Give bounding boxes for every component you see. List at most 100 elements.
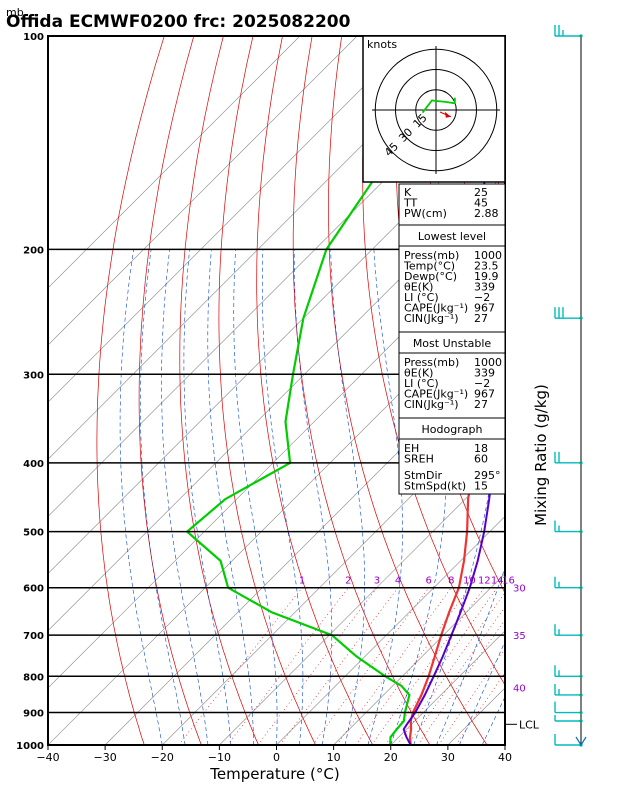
index-label: TT — [403, 197, 418, 210]
most-unstable-row-value: 967 — [474, 388, 495, 401]
dry-adiabat-line — [138, 36, 202, 745]
wind-level-dot — [579, 461, 583, 465]
moist-adiabat-line — [207, 249, 254, 745]
wind-level-dot — [579, 529, 583, 534]
pressure-tick-label: 700 — [23, 631, 44, 642]
wind-barbs — [554, 25, 587, 747]
x-tick-label: 30 — [441, 751, 455, 764]
lowest-level-row-label: Temp(°C) — [403, 260, 455, 273]
surface-wind-marker — [575, 736, 587, 747]
dry-adiabat-line — [549, 36, 618, 745]
isotherm-line — [48, 173, 505, 632]
wind-level-dot — [579, 710, 583, 715]
hodograph-stats-box — [398, 417, 506, 495]
mixing-ratio-line — [371, 587, 485, 745]
pressure-unit-label: mb — [6, 6, 24, 19]
most-unstable-row-value: −2 — [474, 377, 490, 390]
wind-level-dot — [579, 674, 583, 678]
most-unstable-title: Most Unstable — [413, 337, 492, 350]
x-tick-label: −30 — [94, 751, 117, 764]
wind-level-dot — [579, 719, 583, 723]
index-value: 25 — [474, 186, 488, 199]
moist-adiabat-line — [293, 249, 333, 745]
lowest-level-title: Lowest level — [418, 230, 486, 243]
wind-barb — [554, 576, 583, 590]
most-unstable-row-label: LI (°C) — [404, 377, 439, 390]
moist-adiabat-line — [367, 249, 403, 745]
x-axis-label: Temperature (°C) — [209, 765, 339, 783]
wind-level-dot — [579, 586, 583, 590]
moist-adiabat-line — [504, 744, 505, 745]
most-unstable-row-value: 339 — [474, 367, 495, 380]
moist-adiabat-line — [330, 249, 365, 745]
wind-level-dot — [579, 693, 583, 697]
dry-adiabat-line — [256, 36, 374, 745]
mixing-ratio-line — [385, 587, 498, 745]
dry-adiabat-line — [179, 36, 259, 745]
isotherm-line — [162, 401, 505, 745]
lowest-level-row-value: 27 — [474, 312, 488, 325]
wind-barb — [554, 307, 583, 320]
wind-barb — [554, 701, 583, 715]
most-unstable-row-label: θE(K) — [404, 367, 433, 380]
dry-adiabat-line — [328, 36, 488, 745]
pressure-tick-label: 400 — [23, 459, 44, 470]
isotherm-line — [333, 573, 505, 745]
isotherm-line — [48, 36, 301, 289]
wind-level-dot — [579, 316, 583, 320]
mixing-ratio-label: 1 — [299, 576, 305, 587]
dry-adiabat-line — [489, 36, 505, 228]
hodograph-stat-value: 15 — [474, 480, 488, 493]
wind-barb — [554, 683, 583, 697]
mixing-ratio-axis-label: Mixing Ratio (g/kg) — [532, 384, 550, 526]
wind-barb — [554, 624, 583, 637]
moist-adiabat-line — [262, 249, 304, 745]
dry-adiabat-line — [96, 36, 165, 745]
pressure-tick-label: 300 — [23, 370, 44, 381]
lowest-level-box — [398, 224, 506, 333]
pressure-tick-label: 900 — [23, 709, 44, 720]
most-unstable-row-label: CAPE(Jkg⁻¹) — [404, 388, 468, 401]
hodograph-stats-title: Hodograph — [422, 423, 483, 436]
dry-adiabat-line — [608, 36, 618, 745]
dry-adiabat-line — [578, 36, 618, 745]
lowest-level-row-label: CIN(Jkg⁻¹) — [404, 312, 459, 325]
mixing-ratio-label: 14 — [491, 576, 504, 587]
theta-e-label: 35 — [513, 631, 526, 642]
hodograph-stat-value: 60 — [474, 453, 488, 466]
x-tick-label: 20 — [384, 751, 398, 764]
x-tick-label: 40 — [498, 751, 512, 764]
lowest-level-row-value: 1000 — [474, 249, 502, 262]
index-value: 45 — [474, 197, 488, 210]
mixing-ratio-line — [257, 587, 378, 745]
lcl-label: LCL — [519, 718, 540, 731]
isotherm-line — [48, 36, 415, 403]
index-label: PW(cm) — [404, 207, 447, 220]
wind-barb — [554, 25, 583, 38]
mixing-ratio-label: 10 — [463, 576, 476, 587]
hodograph-stat-label: SREH — [404, 453, 434, 466]
mixing-ratio-label: 16 — [502, 576, 515, 587]
mixing-ratio-line — [407, 606, 505, 745]
lowest-level-row-label: LI (°C) — [404, 291, 439, 304]
mixing-ratio-label: 3 — [374, 576, 380, 587]
most-unstable-row-label: CIN(Jkg⁻¹) — [404, 398, 459, 411]
wind-barb — [554, 714, 583, 723]
most-unstable-row-value: 1000 — [474, 356, 502, 369]
mixing-ratio-label: 4 — [395, 576, 401, 587]
x-tick-label: −40 — [36, 751, 59, 764]
wind-barb — [554, 665, 583, 678]
lowest-level-row-value: 23.5 — [474, 260, 499, 273]
mixing-ratio-line — [455, 672, 505, 745]
index-value: 2.88 — [474, 207, 499, 220]
stability-index-panel: K 25 TT 45 PW(cm) 2.88 Lowest level Press(mb) 10… — [398, 183, 506, 495]
pressure-tick-label: 800 — [23, 672, 44, 683]
x-tick-label: 0 — [273, 751, 280, 764]
chart-title: Offida ECMWF0200 frc: 2025082200 — [6, 12, 351, 32]
pressure-tick-label: 100 — [23, 32, 44, 43]
pressure-tick-label: 500 — [23, 528, 44, 539]
mixing-ratio-label: 8 — [448, 576, 454, 587]
